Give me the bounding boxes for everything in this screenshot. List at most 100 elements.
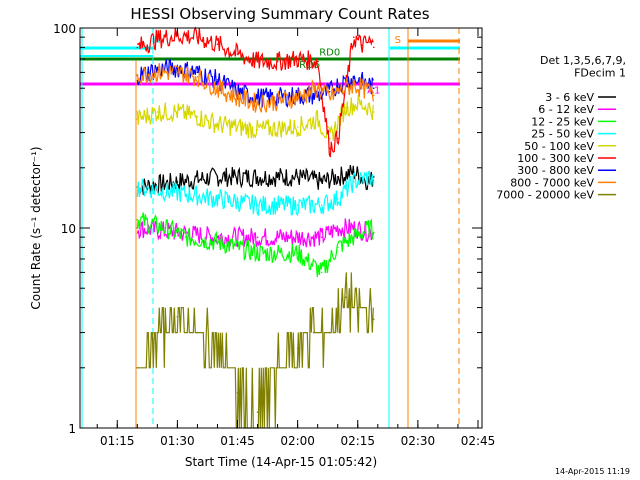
data-point: [296, 204, 299, 207]
data-point: [184, 236, 187, 238]
series-line: [137, 272, 374, 429]
data-point: [372, 46, 375, 49]
legend-label: 800 - 7000 keV: [510, 176, 594, 189]
data-point: [296, 236, 299, 238]
legend-label: 100 - 300 keV: [517, 152, 594, 165]
series-line: [136, 26, 374, 158]
data-point: [344, 106, 347, 109]
data-point: [352, 236, 355, 238]
annotation-label: S: [395, 35, 401, 46]
legend-header: Det 1,3,5,6,7,9,: [540, 54, 626, 67]
data-point: [328, 147, 331, 150]
data-point: [256, 102, 259, 105]
y-tick-label: 10: [61, 222, 76, 236]
data-point: [368, 90, 371, 93]
x-tick-label: 02:00: [280, 434, 315, 448]
annotation-label: A1: [367, 86, 380, 97]
x-tick-label: 02:45: [461, 434, 496, 448]
data-point: [236, 391, 239, 394]
data-point: [216, 79, 219, 81]
data-point: [320, 271, 323, 274]
data-point: [360, 44, 363, 47]
data-point: [336, 227, 339, 229]
data-point: [372, 176, 375, 178]
data-point: [156, 331, 159, 334]
timestamp-label: 14-Apr-2015 11:19: [554, 467, 630, 476]
legend-label: 300 - 800 keV: [517, 164, 594, 177]
data-point: [328, 331, 331, 334]
x-tick-label: 01:15: [100, 434, 135, 448]
series-line: [136, 212, 374, 277]
data-point: [216, 123, 219, 126]
data-point: [256, 60, 259, 63]
data-point: [372, 231, 375, 234]
x-tick-label: 01:30: [160, 434, 195, 448]
data-point: [236, 96, 239, 99]
data-point: [368, 106, 371, 109]
data-point: [336, 246, 339, 249]
data-point: [356, 306, 359, 309]
series-line: [136, 170, 374, 217]
data-point: [216, 241, 219, 243]
data-point: [196, 36, 199, 38]
data-point: [136, 186, 139, 188]
data-point: [136, 46, 139, 49]
data-point: [256, 411, 259, 413]
data-point: [236, 53, 239, 55]
legend-label: 6 - 12 keV: [538, 103, 594, 116]
legend-label: 7000 - 20000 keV: [496, 189, 594, 202]
y-tick-label: 100: [53, 22, 76, 36]
data-point: [352, 227, 355, 229]
data-point: [316, 87, 319, 90]
series-line: [136, 94, 374, 142]
legend-label: 50 - 100 keV: [524, 140, 594, 153]
data-point: [336, 176, 339, 178]
data-point: [296, 176, 299, 178]
legend-label: 25 - 50 keV: [531, 128, 594, 141]
data-point: [216, 347, 219, 350]
data-point: [320, 204, 323, 207]
data-point: [336, 137, 339, 140]
data-point: [372, 87, 375, 90]
chart-title: HESSI Observing Summary Count Rates: [130, 5, 429, 23]
data-point: [320, 236, 323, 238]
x-tick-label: 02:30: [401, 434, 436, 448]
data-point: [356, 102, 359, 105]
data-point: [352, 36, 355, 38]
data-point: [176, 191, 179, 194]
data-point: [196, 76, 199, 78]
data-point: [256, 252, 259, 254]
series-line: [136, 63, 374, 113]
data-point: [296, 347, 299, 350]
y-axis-label: Count Rate (s⁻¹ detector⁻¹): [29, 146, 43, 309]
data-point: [360, 87, 363, 90]
data-point: [352, 77, 355, 80]
data-point: [316, 118, 319, 120]
data-point: [176, 71, 179, 74]
data-point: [136, 74, 139, 77]
series-line: [136, 218, 374, 250]
data-point: [296, 96, 299, 99]
data-point: [328, 96, 331, 99]
data-point: [156, 71, 159, 74]
data-point: [256, 128, 259, 131]
data-point: [216, 176, 219, 178]
data-point: [256, 236, 259, 238]
legend-label: 12 - 25 keV: [531, 115, 594, 128]
x-tick-label: 01:45: [220, 434, 255, 448]
x-tick-label: 02:15: [340, 434, 375, 448]
data-point: [372, 111, 375, 113]
data-point: [276, 100, 279, 103]
data-point: [320, 181, 323, 183]
data-point: [136, 366, 139, 369]
data-point: [196, 115, 199, 118]
data-point: [312, 331, 315, 334]
data-point: [372, 318, 375, 320]
data-point: [164, 227, 167, 229]
data-point: [156, 68, 159, 71]
data-point: [196, 331, 199, 334]
legend-header: FDecim 1: [574, 67, 626, 80]
data-point: [296, 58, 299, 60]
data-point: [256, 176, 259, 178]
